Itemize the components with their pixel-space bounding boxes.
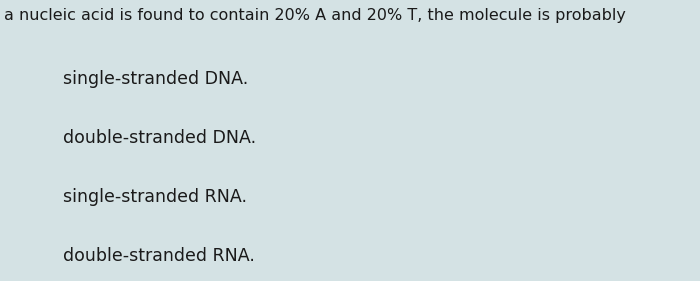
- Text: a nucleic acid is found to contain 20% A and 20% T, the molecule is probably: a nucleic acid is found to contain 20% A…: [4, 8, 625, 23]
- Text: single-stranded RNA.: single-stranded RNA.: [63, 188, 247, 206]
- Text: double-stranded DNA.: double-stranded DNA.: [63, 129, 256, 147]
- Text: single-stranded DNA.: single-stranded DNA.: [63, 70, 248, 88]
- Text: double-stranded RNA.: double-stranded RNA.: [63, 247, 255, 265]
